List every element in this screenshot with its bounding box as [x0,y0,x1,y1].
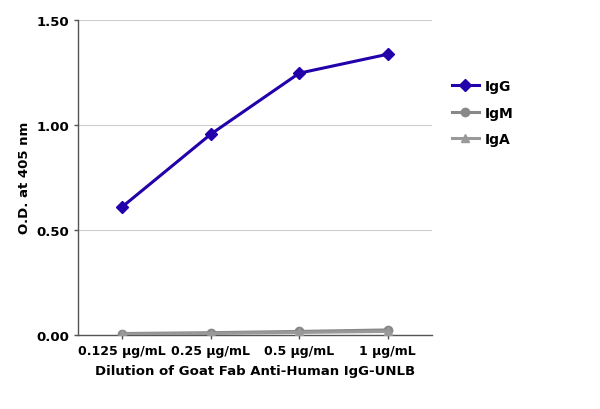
IgA [296,330,303,335]
Line: IgM: IgM [118,326,392,338]
IgM [119,331,126,336]
Legend: IgG, IgM, IgA: IgG, IgM, IgA [446,74,519,153]
IgA [119,332,126,337]
IgA [384,329,391,334]
Y-axis label: O.D. at 405 nm: O.D. at 405 nm [17,122,31,234]
X-axis label: Dilution of Goat Fab Anti-Human IgG-UNLB: Dilution of Goat Fab Anti-Human IgG-UNLB [95,364,415,377]
Line: IgA: IgA [118,328,392,339]
Line: IgG: IgG [118,51,392,211]
IgA [207,331,214,336]
IgG [207,133,214,137]
IgG [296,72,303,76]
IgM [296,329,303,334]
IgG [119,205,126,210]
IgM [207,330,214,335]
IgG [384,53,391,58]
IgM [384,328,391,333]
